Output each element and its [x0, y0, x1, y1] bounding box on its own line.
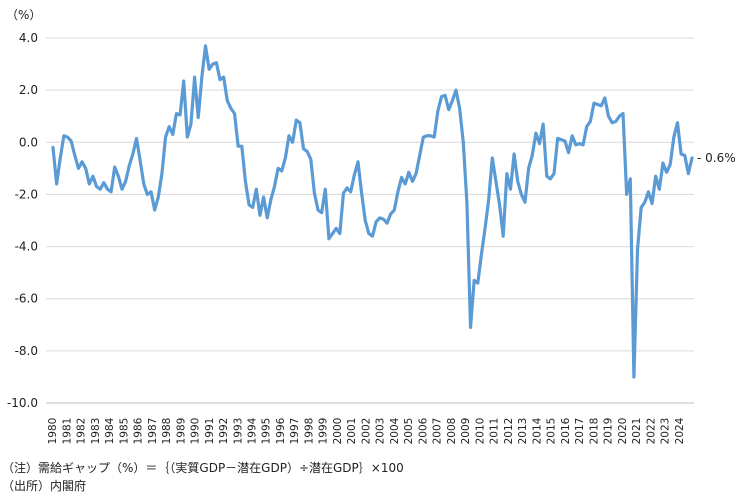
x-tick-label: 2005 [403, 418, 415, 445]
y-axis-unit-label: （%） [6, 8, 41, 22]
x-axis-tick-labels: 1980 1981 1982 1983 1984 1985 1986 1987 1988 1989… [47, 417, 686, 444]
x-tick-label: 2004 [389, 417, 401, 444]
last-value-label: - 0.6% [697, 151, 736, 165]
y-axis-tick-labels: 4.0 2.0 0.0 -2.0 -4.0 -6.0 -8.0 -10.0 [7, 31, 38, 410]
output-gap-line [51, 44, 694, 379]
x-tick-label: 2000 [332, 418, 344, 445]
x-tick-label: 2024 [674, 417, 686, 444]
x-tick-label: 1989 [175, 418, 187, 445]
x-tick-label: 1997 [289, 418, 301, 445]
gridlines [46, 37, 694, 404]
x-tick-label: 2014 [531, 417, 543, 444]
x-tick-label: 1994 [247, 417, 259, 444]
output-gap-chart: 4.02.00.0-2.0-4.0-6.0-8.0-10.0 （%） 1980 1… [6, 8, 736, 444]
y-tick-label: -10.0 [7, 396, 38, 410]
x-tick-label: 2011 [489, 418, 501, 445]
x-tick-label: 1982 [76, 418, 88, 445]
y-tick-label: -6.0 [15, 292, 38, 306]
x-tick-label: 1996 [275, 417, 287, 444]
x-tick-label: 2010 [474, 418, 486, 445]
x-tick-label: 2002 [360, 418, 372, 445]
footnote-formula: （注）需給ギャップ（%）＝｛（実質GDP－潜在GDP）÷潜在GDP｝×100 [2, 461, 404, 475]
x-tick-label: 1995 [261, 418, 273, 445]
x-tick-label: 1993 [232, 418, 244, 445]
x-tick-label: 1999 [318, 418, 330, 445]
x-tick-label: 2013 [517, 418, 529, 445]
x-tick-label: 1988 [161, 418, 173, 445]
x-tick-label: 1981 [61, 418, 73, 445]
x-tick-label: 1980 [47, 418, 59, 445]
x-tick-label: 1990 [190, 418, 202, 445]
y-tick-label: 2.0 [19, 83, 38, 97]
y-tick-label: -2.0 [15, 187, 38, 201]
x-tick-label: 2007 [432, 418, 444, 445]
series-line [51, 44, 694, 379]
x-tick-label: 2001 [346, 418, 358, 445]
x-tick-label: 2009 [460, 418, 472, 445]
x-tick-label: 1987 [147, 418, 159, 445]
x-tick-label: 2016 [560, 417, 572, 444]
y-tick-label: -8.0 [15, 344, 38, 358]
x-tick-label: 2015 [546, 418, 558, 445]
x-tick-label: 2023 [660, 418, 672, 445]
x-tick-label: 1991 [204, 418, 216, 445]
x-tick-label: 2012 [503, 418, 515, 445]
x-tick-label: 2022 [645, 418, 657, 445]
x-tick-label: 1992 [218, 418, 230, 445]
x-tick-label: 2006 [417, 417, 429, 444]
x-tick-label: 2003 [375, 418, 387, 445]
x-tick-label: 2018 [588, 418, 600, 445]
y-tick-label: -4.0 [15, 240, 38, 254]
x-tick-label: 2019 [603, 418, 615, 445]
x-tick-label: 2008 [446, 418, 458, 445]
x-tick-label: 1983 [90, 418, 102, 445]
y-tick-label: 4.0 [19, 31, 38, 45]
x-tick-label: 2021 [631, 418, 643, 445]
footnote-source: （出所）内閣府 [2, 479, 87, 493]
x-tick-label: 1998 [303, 418, 315, 445]
x-tick-label: 1984 [104, 417, 116, 444]
x-tick-label: 2020 [617, 418, 629, 445]
y-tick-label: 0.0 [19, 135, 38, 149]
x-tick-label: 1985 [118, 418, 130, 445]
x-tick-label: 1986 [133, 417, 145, 444]
x-tick-label: 2017 [574, 418, 586, 445]
